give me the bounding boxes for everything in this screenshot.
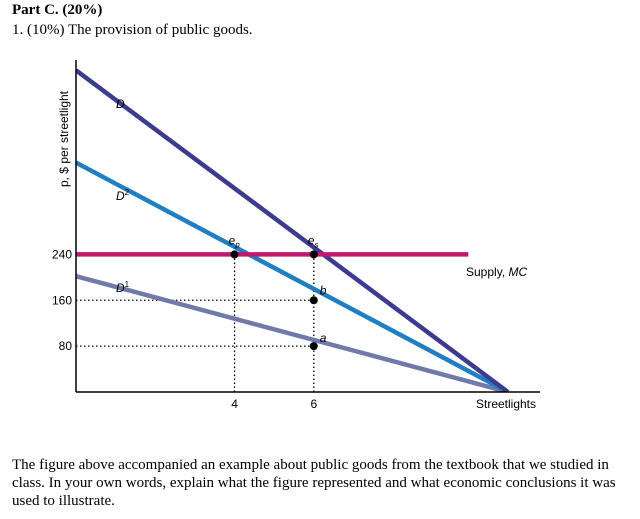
series-lines <box>76 68 510 392</box>
x-tick-label: 6 <box>310 397 317 411</box>
point-a <box>309 342 318 351</box>
point-b <box>309 296 318 305</box>
public-goods-chart: p, $ per streetlight Streetlights 80 160 2… <box>52 60 540 411</box>
series-labels: D D2 D1 Supply, MC <box>116 97 527 295</box>
x-tick-label: 4 <box>231 397 238 411</box>
tick-labels: 80 160 240 4 6 <box>52 247 317 411</box>
prompt-text: The figure above accompanied an example … <box>12 457 616 509</box>
point-label-ep: ep <box>229 233 241 249</box>
point-label-b: b <box>320 283 327 297</box>
series-label-d2: D2 <box>116 188 130 203</box>
point-label-a: a <box>320 331 327 345</box>
equilibrium-points: ep es b a <box>229 233 327 351</box>
x-axis-label: Streetlights <box>476 397 536 411</box>
part-title: Part C. (20%) <box>12 2 103 18</box>
y-tick-label: 240 <box>52 247 72 261</box>
y-tick-label: 80 <box>59 339 73 353</box>
point-ep <box>230 250 239 259</box>
dotted-guides <box>76 254 315 392</box>
series-line-d <box>76 68 510 392</box>
series-label-supply-mc: Supply, MC <box>466 265 527 279</box>
series-line-d2 <box>76 160 510 392</box>
point-label-es: es <box>308 233 319 249</box>
question-text: 1. (10%) The provision of public goods. <box>12 22 253 38</box>
y-tick-label: 160 <box>52 293 72 307</box>
point-es <box>309 250 318 259</box>
series-line-d1 <box>76 273 509 392</box>
y-axis-label: p, $ per streetlight <box>57 90 71 187</box>
series-label-d1: D1 <box>116 280 130 295</box>
series-label-d: D <box>116 97 125 111</box>
